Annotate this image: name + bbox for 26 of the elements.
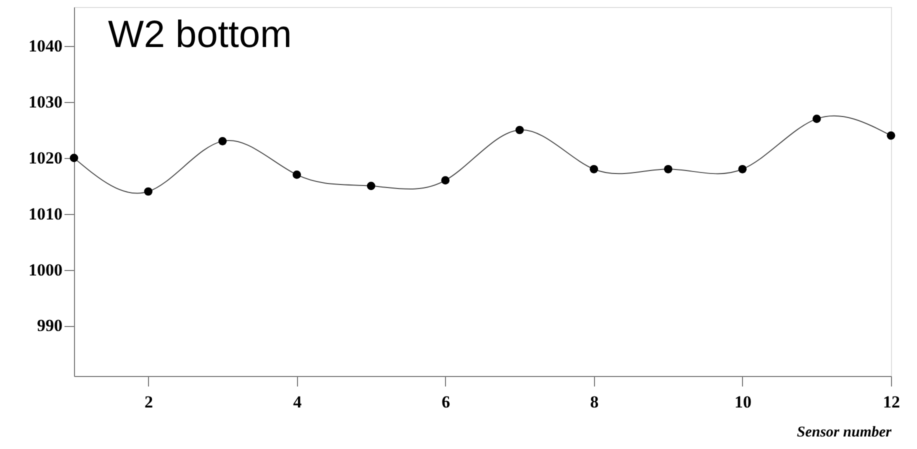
point [70,154,78,162]
point [366,182,376,190]
point [886,131,896,140]
x-tick-label: 10 [734,392,752,412]
chart-title: W2 bottom [108,14,292,56]
x-tick-label: 8 [590,392,599,412]
y-tick-label: 990 [37,316,62,336]
x-tick-label: 4 [293,392,302,412]
point [441,176,450,184]
point [664,164,672,174]
point [515,126,524,134]
y-tick-label: 1030 [28,92,62,112]
point [218,137,227,146]
x-tick-label: 12 [883,392,900,412]
y-tick-label: 1000 [28,260,62,280]
x-tick-label: 2 [144,392,154,412]
y-tick-label: 1010 [28,204,62,224]
point [812,114,821,123]
y-tick-label: 1020 [28,148,62,168]
x-tick-label: 6 [442,392,450,412]
x-axis-title: Sensor number [796,424,892,440]
point [590,164,598,174]
point [738,164,747,174]
point [292,170,301,179]
y-tick-label: 1040 [28,36,62,56]
point [144,187,152,196]
